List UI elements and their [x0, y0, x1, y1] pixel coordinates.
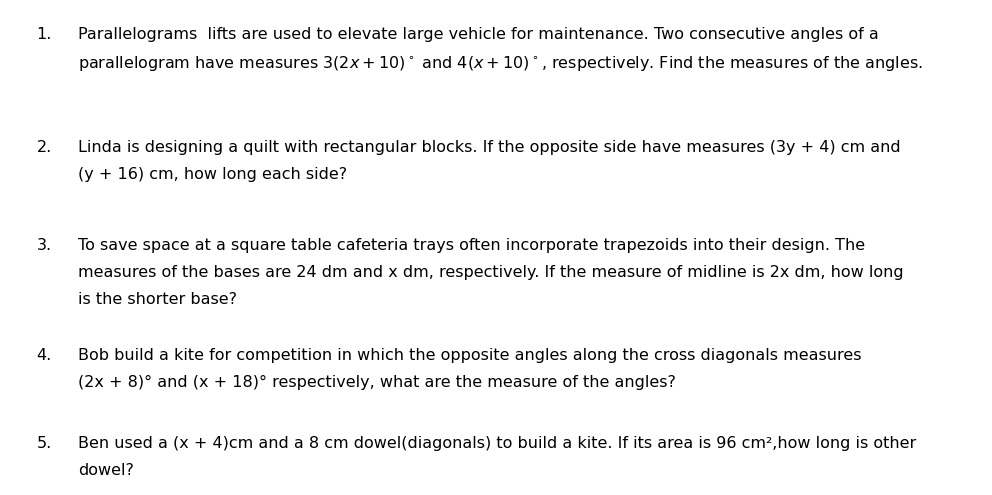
Text: To save space at a square table cafeteria trays often incorporate trapezoids int: To save space at a square table cafeteri… [78, 238, 866, 253]
Text: (2x + 8)° and (x + 18)° respectively, what are the measure of the angles?: (2x + 8)° and (x + 18)° respectively, wh… [78, 375, 677, 390]
Text: 5.: 5. [37, 436, 52, 451]
Text: Bob build a kite for competition in which the opposite angles along the cross di: Bob build a kite for competition in whic… [78, 348, 862, 363]
Text: Parallelograms  lifts are used to elevate large vehicle for maintenance. Two con: Parallelograms lifts are used to elevate… [78, 27, 879, 42]
Text: (y + 16) cm, how long each side?: (y + 16) cm, how long each side? [78, 167, 347, 182]
Text: 3.: 3. [37, 238, 52, 253]
Text: Linda is designing a quilt with rectangular blocks. If the opposite side have me: Linda is designing a quilt with rectangu… [78, 140, 901, 155]
Text: 2.: 2. [37, 140, 52, 155]
Text: dowel?: dowel? [78, 463, 134, 478]
Text: measures of the bases are 24 dm and x dm, respectively. If the measure of midlin: measures of the bases are 24 dm and x dm… [78, 265, 904, 280]
Text: is the shorter base?: is the shorter base? [78, 292, 237, 306]
Text: Ben used a (x + 4)cm and a 8 cm dowel(diagonals) to build a kite. If its area is: Ben used a (x + 4)cm and a 8 cm dowel(di… [78, 436, 917, 451]
Text: 4.: 4. [37, 348, 52, 363]
Text: 1.: 1. [37, 27, 52, 42]
Text: parallelogram have measures $3(2x + 10)^\circ$ and $4(x + 10)^\circ$, respective: parallelogram have measures $3(2x + 10)^… [78, 54, 924, 73]
